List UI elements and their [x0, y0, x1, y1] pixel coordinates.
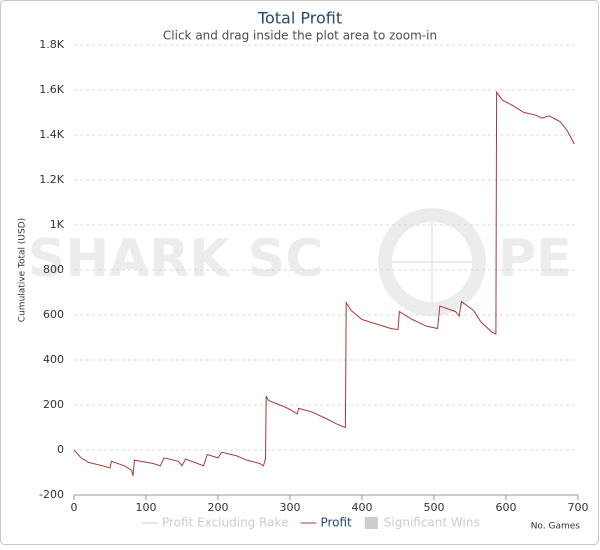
x-axis-label: No. Games [531, 522, 581, 532]
watermark-text: SHARK SC [28, 229, 323, 289]
y-tick-label: 800 [43, 263, 64, 276]
y-tick-label: 0 [57, 443, 64, 456]
legend-label: Profit [320, 516, 352, 530]
legend-symbol [364, 517, 378, 529]
legend-item: Profit [300, 516, 352, 530]
x-tick-label: 0 [71, 501, 78, 514]
y-tick-label: 400 [43, 353, 64, 366]
x-tick-label: 100 [136, 501, 157, 514]
x-tick-label: 300 [280, 501, 301, 514]
y-tick-label: -200 [39, 488, 64, 501]
chart-title: Total Profit [257, 9, 342, 28]
y-tick-label: 1.4K [39, 128, 64, 141]
legend-item: Significant Wins [364, 516, 480, 530]
y-tick-label: 1.6K [39, 83, 64, 96]
y-tick-label: 1.2K [39, 173, 64, 186]
x-tick-label: 500 [424, 501, 445, 514]
legend-label: Profit Excluding Rake [162, 516, 288, 530]
watermark-text: PE [498, 229, 572, 289]
y-tick-label: 1.8K [39, 38, 64, 51]
profit-line [73, 90, 575, 477]
legend-label: Significant Wins [384, 516, 480, 530]
x-tick-label: 200 [208, 501, 229, 514]
y-axis-label: Cumulative Total (USD) [18, 218, 28, 322]
y-tick-label: 200 [43, 398, 64, 411]
plot: -200 0 200 400 600 800 1K 1.2K 1.4K 1.6K 1.8K 0 100 2… [39, 38, 588, 514]
watermark-scope [378, 208, 486, 316]
watermark: SHARK SC PE [28, 208, 572, 316]
chart-subtitle: Click and drag inside the plot area to z… [163, 29, 437, 43]
x-tick-label: 700 [568, 501, 589, 514]
y-tick-label: 600 [43, 308, 64, 321]
x-tick-label: 400 [352, 501, 373, 514]
x-tick-label: 600 [496, 501, 517, 514]
legend-item: Profit Excluding Rake [142, 516, 288, 530]
y-tick-label: 1K [50, 218, 65, 231]
